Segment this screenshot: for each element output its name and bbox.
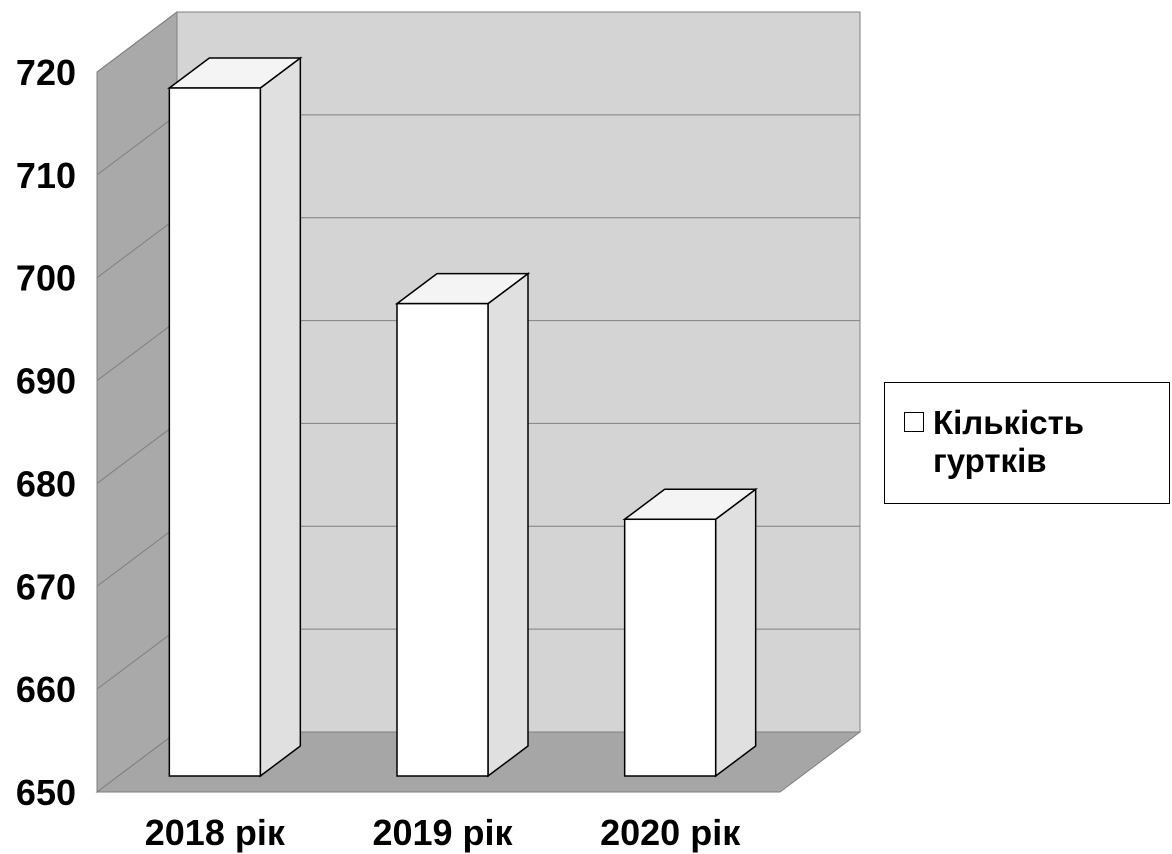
bar bbox=[394, 272, 531, 778]
y-tick-label: 690 bbox=[16, 361, 76, 402]
legend: Кількість гуртків bbox=[884, 382, 1170, 504]
y-tick-label: 670 bbox=[16, 566, 76, 607]
legend-label: Кількість гуртків bbox=[933, 404, 1085, 479]
legend-swatch bbox=[904, 412, 924, 432]
y-tick-label: 710 bbox=[16, 155, 76, 196]
x-category-label: 2019 рік bbox=[372, 812, 513, 853]
x-category-label: 2018 рік bbox=[145, 812, 286, 853]
bar bbox=[622, 487, 758, 778]
side-wall bbox=[96, 11, 178, 793]
bar-front bbox=[396, 302, 489, 777]
y-tick-label: 680 bbox=[16, 463, 76, 504]
bar-front bbox=[168, 87, 262, 777]
bar-front bbox=[623, 518, 717, 777]
bar-side bbox=[259, 56, 302, 778]
x-category-label: 2020 рік bbox=[600, 812, 741, 853]
bar-side bbox=[714, 487, 757, 778]
x-axis-categories: 2018 рік 2019 рік 2020 рік bbox=[145, 812, 741, 853]
y-tick-label: 660 bbox=[16, 669, 76, 710]
bars bbox=[167, 56, 758, 778]
bar bbox=[167, 56, 303, 778]
y-axis-ticks: 650 660 670 680 690 700 710 720 bbox=[16, 52, 76, 813]
y-tick-label: 720 bbox=[16, 52, 76, 93]
bar-side bbox=[487, 272, 529, 778]
gridline bbox=[96, 11, 860, 73]
y-tick-label: 700 bbox=[16, 258, 76, 299]
y-tick-label: 650 bbox=[16, 772, 76, 813]
